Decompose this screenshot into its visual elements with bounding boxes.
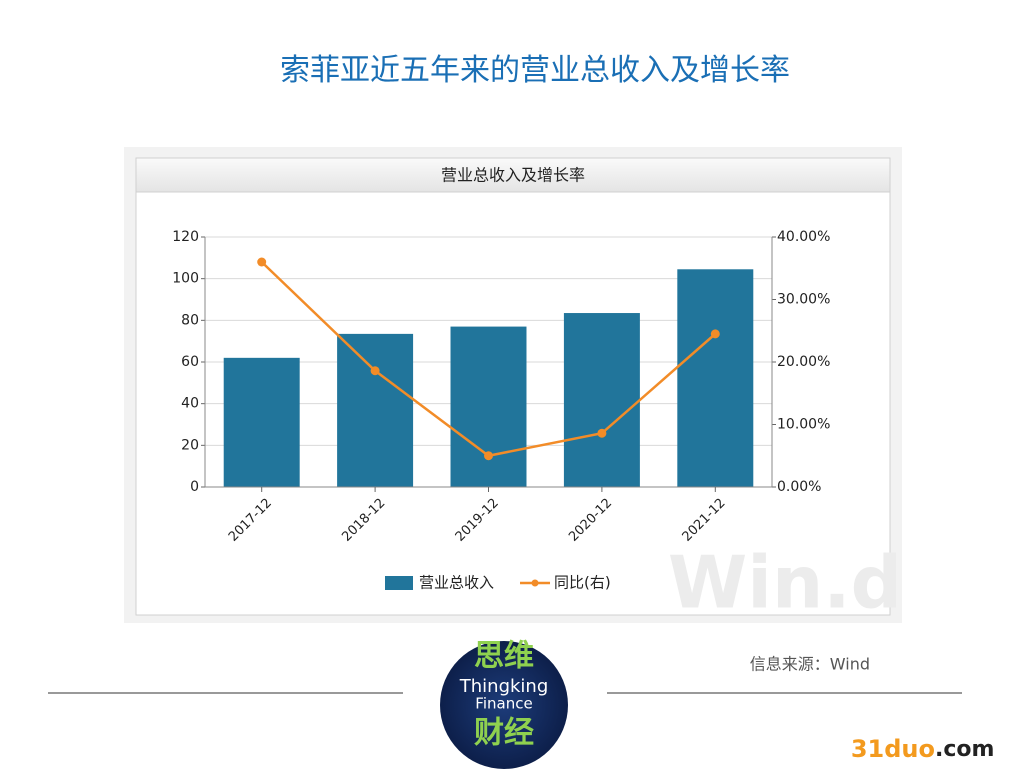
bar (677, 269, 754, 487)
site-suffix: .com (935, 737, 994, 762)
y2-tick-label: 40.00% (777, 229, 830, 245)
chart-title: 营业总收入及增长率 (441, 166, 585, 185)
y2-tick-label: 30.00% (777, 292, 830, 308)
y2-tick-label: 20.00% (777, 354, 830, 370)
logo-text: Finance (475, 695, 532, 713)
point (370, 366, 380, 376)
chart-header (135, 157, 891, 193)
legend-label: 营业总收入 (419, 574, 494, 592)
y2-tick-label: 0.00% (777, 479, 821, 495)
point (257, 257, 267, 267)
y-tick-label: 100 (172, 271, 199, 287)
bar (337, 333, 414, 487)
y-tick-label: 40 (181, 396, 199, 412)
y-tick-label: 60 (181, 354, 199, 370)
point (484, 451, 493, 461)
legend-swatch (531, 579, 539, 587)
logo-circle (440, 641, 568, 769)
logo-text: 财经 (474, 716, 534, 751)
y-tick-label: 0 (190, 479, 199, 495)
y2-tick-label: 10.00% (777, 417, 830, 433)
site-name: 31duo (851, 735, 935, 763)
bar (223, 357, 300, 487)
logo-text: 思维 (474, 639, 534, 674)
y-tick-label: 80 (181, 312, 199, 328)
bar (450, 326, 527, 487)
legend-swatch (385, 576, 413, 590)
source-note: 信息来源：Wind (750, 655, 870, 674)
watermark: Win.d (668, 541, 902, 625)
y-tick-label: 120 (172, 229, 199, 245)
bar (563, 313, 640, 487)
legend-label: 同比(右) (554, 574, 611, 592)
logo-text: Thingking (459, 676, 549, 697)
point (597, 428, 607, 438)
slide-title: 索菲亚近五年来的营业总收入及增长率 (280, 53, 790, 88)
y-tick-label: 20 (181, 437, 199, 453)
point (710, 329, 720, 339)
